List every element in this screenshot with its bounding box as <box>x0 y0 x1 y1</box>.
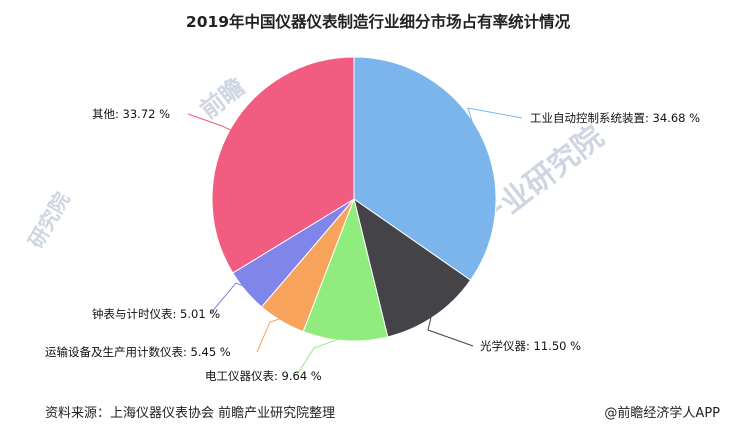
leader-line <box>187 113 234 132</box>
leader-lines <box>187 107 523 377</box>
watermark-brand-left: 研究院 <box>24 188 75 252</box>
pie-slice <box>353 56 497 281</box>
slice-label: 工业自动控制系统装置: 34.68 % <box>530 111 700 125</box>
slice-label: 电工仪器仪表: 9.64 % <box>205 369 322 383</box>
slice-label: 其他: 33.72 % <box>92 107 170 121</box>
pie-slice <box>302 197 389 342</box>
leader-line <box>256 317 284 353</box>
slice-label: 光学仪器: 11.50 % <box>480 339 581 353</box>
brand-text: @前瞻经济学人APP <box>604 405 720 421</box>
slice-labels: 工业自动控制系统装置: 34.68 % 光学仪器: 11.50 % 电工仪器仪表: … <box>45 107 700 383</box>
leader-line <box>295 336 346 377</box>
leader-line <box>427 312 474 347</box>
leader-line <box>467 107 523 136</box>
slice-label: 运输设备及生产用计数仪表: 5.45 % <box>45 345 231 359</box>
slice-label: 钟表与计时仪表: 5.01 % <box>92 307 220 321</box>
pie-slice <box>353 197 472 338</box>
chart-title: 2019年中国仪器仪表制造行业细分市场占有率统计情况 <box>186 12 571 31</box>
pie-slices <box>211 56 497 342</box>
source-text: 资料来源：上海仪器仪表协会 前瞻产业研究院整理 <box>45 405 335 421</box>
leader-line <box>209 282 250 315</box>
